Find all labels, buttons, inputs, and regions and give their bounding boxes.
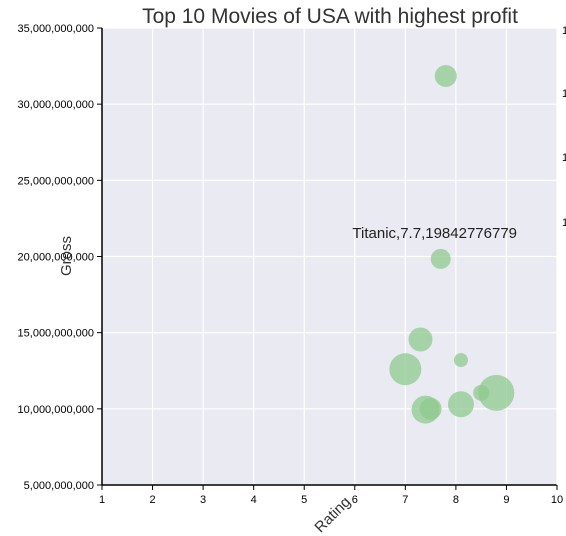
data-point [453, 353, 468, 368]
x-axis-title: Rating [311, 493, 354, 536]
x-tick-label: 3 [200, 494, 206, 506]
x-tick-label: 1 [99, 494, 105, 506]
x-tick-label: 2 [149, 494, 155, 506]
data-point [447, 391, 474, 418]
data-point [434, 64, 457, 87]
chart-title: Top 10 Movies of USA with highest profit [142, 5, 518, 28]
data-point [419, 397, 442, 420]
right-edge-label: 1 [562, 217, 566, 229]
y-axis-ticks: 5,000,000,000 10,000,000,000 15,000,000,00… [18, 23, 102, 492]
data-points [389, 64, 515, 424]
right-edge-label: 1 [562, 25, 566, 37]
x-tick-label: 4 [251, 494, 257, 506]
data-point [473, 384, 490, 401]
y-tick-label: 5,000,000,000 [24, 480, 94, 492]
x-tick-label: 5 [301, 494, 307, 506]
x-tick-label: 8 [453, 494, 459, 506]
x-tick-label: 6 [352, 494, 358, 506]
x-tick-label: 7 [402, 494, 408, 506]
data-point [408, 327, 433, 352]
y-tick-label: 25,000,000,000 [18, 175, 94, 187]
y-tick-label: 15,000,000,000 [18, 328, 94, 340]
x-tick-label: 10 [551, 494, 563, 506]
y-tick-label: 30,000,000,000 [18, 99, 94, 111]
y-tick-label: 35,000,000,000 [18, 23, 94, 35]
y-tick-label: 10,000,000,000 [18, 404, 94, 416]
right-edge-label: 1 [562, 152, 566, 164]
right-edge-labels: 1 1 1 1 [562, 25, 566, 229]
data-point [430, 248, 451, 269]
x-axis-ticks: 1 2 3 4 5 6 7 8 9 10 [99, 485, 563, 506]
titanic-annotation: Titanic,7.7,19842776779 [352, 225, 517, 242]
x-tick-label: 9 [503, 494, 509, 506]
y-tick-label: 20,000,000,000 [18, 252, 94, 264]
data-point [478, 374, 515, 411]
right-edge-label: 1 [562, 88, 566, 100]
y-axis-title: Gross [58, 236, 75, 276]
data-point [389, 353, 422, 386]
